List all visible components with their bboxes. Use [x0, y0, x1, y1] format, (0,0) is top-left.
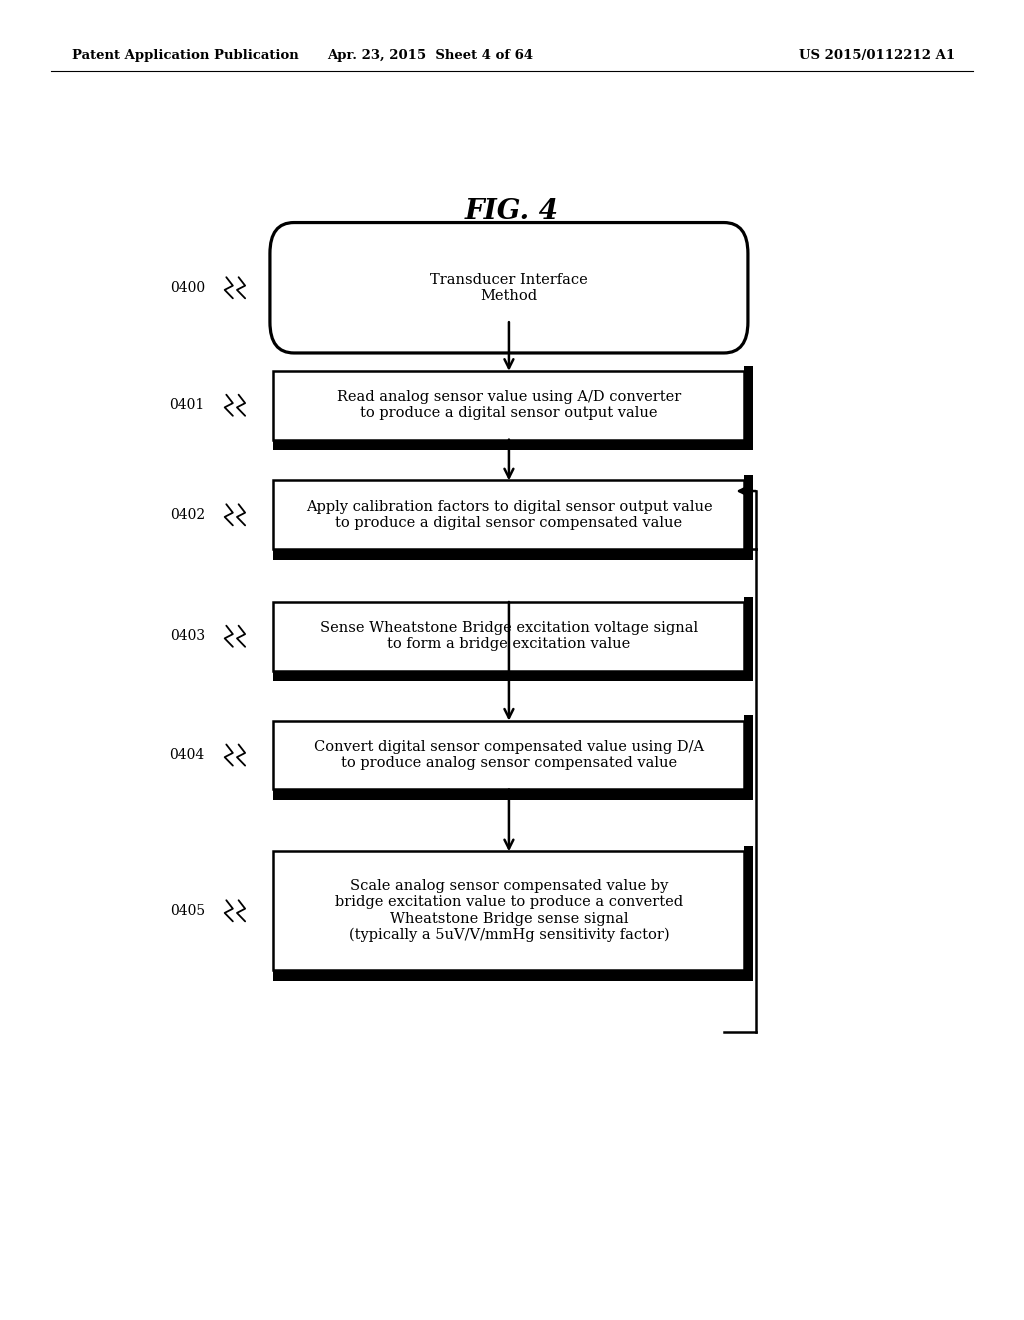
Bar	[273, 480, 744, 549]
Text: FIG. 4: FIG. 4	[465, 198, 559, 224]
Bar	[744, 715, 753, 795]
Bar	[273, 602, 744, 671]
Text: 0402: 0402	[170, 508, 205, 521]
Text: Apr. 23, 2015  Sheet 4 of 64: Apr. 23, 2015 Sheet 4 of 64	[327, 49, 534, 62]
Text: Scale analog sensor compensated value by
bridge excitation value to produce a co: Scale analog sensor compensated value by…	[335, 879, 683, 942]
Text: Convert digital sensor compensated value using D/A
to produce analog sensor comp: Convert digital sensor compensated value…	[314, 741, 703, 770]
Bar	[744, 597, 753, 676]
Text: Patent Application Publication: Patent Application Publication	[72, 49, 298, 62]
Bar	[273, 970, 753, 981]
Bar	[273, 440, 753, 450]
Text: 0400: 0400	[170, 281, 205, 294]
Text: US 2015/0112212 A1: US 2015/0112212 A1	[799, 49, 954, 62]
Text: Sense Wheatstone Bridge excitation voltage signal
to form a bridge excitation va: Sense Wheatstone Bridge excitation volta…	[319, 622, 698, 651]
FancyBboxPatch shape	[270, 223, 748, 352]
Text: 0405: 0405	[170, 904, 205, 917]
Bar	[273, 671, 753, 681]
Text: 0403: 0403	[170, 630, 205, 643]
Bar	[744, 475, 753, 554]
Text: 0404: 0404	[170, 748, 205, 762]
Text: 0401: 0401	[170, 399, 205, 412]
Text: Read analog sensor value using A/D converter
to produce a digital sensor output : Read analog sensor value using A/D conve…	[337, 391, 681, 420]
Bar	[273, 371, 744, 440]
Bar	[273, 851, 744, 970]
Bar	[744, 366, 753, 445]
Bar	[273, 549, 753, 560]
Text: Apply calibration factors to digital sensor output value
to produce a digital se: Apply calibration factors to digital sen…	[305, 500, 713, 529]
Bar	[273, 721, 744, 789]
Bar	[273, 789, 753, 800]
Bar	[744, 846, 753, 975]
Text: Transducer Interface
Method: Transducer Interface Method	[430, 273, 588, 302]
